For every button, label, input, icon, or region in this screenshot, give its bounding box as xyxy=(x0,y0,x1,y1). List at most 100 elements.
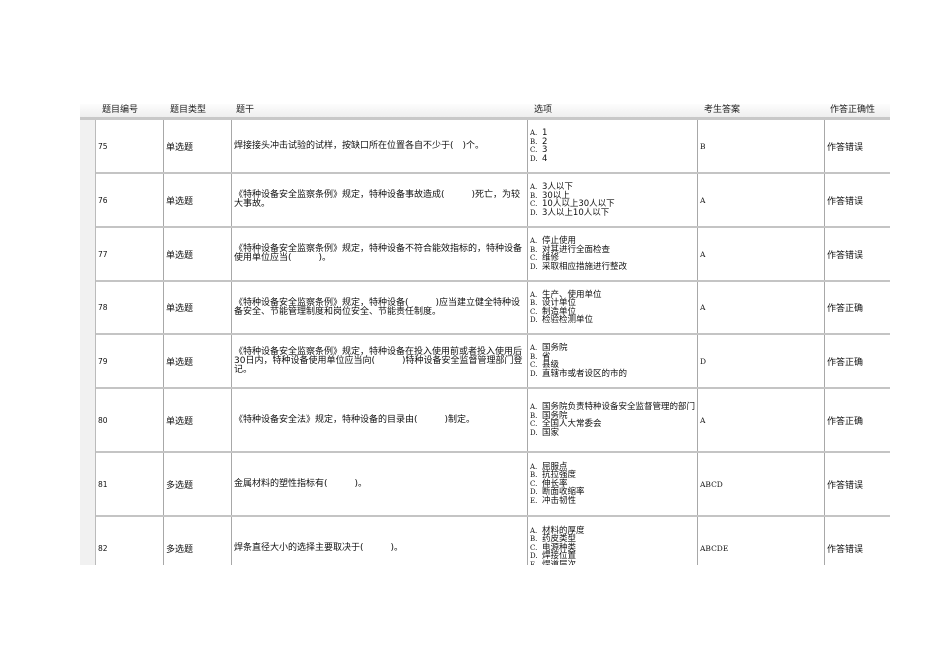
option-item: A. 屈服点 xyxy=(530,463,585,472)
table-header: 题目编号 题目类型 题干 选项 考生答案 作答正确性 xyxy=(80,104,890,120)
table-row: 82 多选题 焊条直径大小的选择主要取决于( )。 A. 材料的厚度 B. 药皮类型 C. 电源… xyxy=(96,517,890,565)
option-text: 国务院 xyxy=(542,343,568,353)
table-row: 76 单选题 《特种设备安全监察条例》规定，特种设备事故造成( )死亡，为较大事故。… xyxy=(96,174,890,228)
question-type-cell-text: 多选题 xyxy=(166,544,194,555)
question-stem-text: 焊接接头冲击试验的试样，按缺口所在位置各自不少于( )个。 xyxy=(234,140,485,151)
option-text: 停止使用 xyxy=(542,236,577,246)
table-row: 75 单选题 焊接接头冲击试验的试样，按缺口所在位置各自不少于( )个。 A. 1 B. 2… xyxy=(96,120,890,174)
question-type-cell: 多选题 xyxy=(164,453,232,515)
header-question-type: 题目类型 xyxy=(170,105,207,115)
question-number-cell: 81 xyxy=(96,453,164,515)
option-text: 3 xyxy=(542,145,548,155)
correctness-cell-text: 作答错误 xyxy=(827,142,864,153)
option-text: 3人以下 xyxy=(542,182,573,192)
options-list: A. 国务院负责特种设备安全监督管理的部门 B. 国务院 C. 全国人大常委会 D. 国家 xyxy=(530,403,695,437)
correctness-cell: 作答错误 xyxy=(825,174,890,226)
options-list: A. 3人以下 B. 30以上 C. 10人以上30人以下 D. 3人以上10人以下 xyxy=(530,183,615,217)
option-text: 制造单位 xyxy=(542,306,577,317)
option-letter: A. xyxy=(530,237,538,245)
option-text: 生产、使用单位 xyxy=(542,289,602,300)
correctness-cell-text: 作答正确 xyxy=(827,416,864,427)
options-cell: A. 国务院负责特种设备安全监督管理的部门 B. 国务院 C. 全国人大常委会 D. 国家 xyxy=(528,389,698,451)
option-text: 焊道层次 xyxy=(542,559,577,566)
option-item: C. 维修 xyxy=(530,254,627,263)
header-question-number: 题目编号 xyxy=(102,105,139,115)
option-item: B. 国务院 xyxy=(530,411,695,421)
option-letter: E. xyxy=(530,496,538,505)
option-text: 焊接位置 xyxy=(542,551,577,562)
question-type-cell: 单选题 xyxy=(164,228,232,280)
question-type-cell-text: 单选题 xyxy=(166,196,194,207)
question-stem-text: 《特种设备安全监察条例》规定，特种设备( )应当建立健全特种设备安全、节能管理制… xyxy=(234,297,521,317)
option-letter: A. xyxy=(530,290,538,299)
option-item: C. 县级 xyxy=(530,361,627,370)
option-item: A. 材料的厚度 xyxy=(530,527,585,536)
header-question-stem: 题干 xyxy=(236,105,255,115)
question-stem-text: 《特种设备安全监察条例》规定，特种设备不符合能效指标的，特种设备使用单位应当( … xyxy=(234,244,523,263)
option-item: D. 采取相应措施进行整改 xyxy=(530,262,627,272)
question-type-cell: 单选题 xyxy=(164,174,232,226)
option-text: 检验检测单位 xyxy=(542,315,594,325)
correctness-cell-text: 作答错误 xyxy=(827,196,864,207)
option-item: D. 国家 xyxy=(530,427,695,438)
option-item: B. 30以上 xyxy=(530,191,615,201)
question-stem-text: 《特种设备安全监察条例》规定，特种设备在投入使用前或者投入使用后30日内，特种设… xyxy=(234,346,523,375)
question-number-cell: 78 xyxy=(96,282,164,333)
correctness-cell: 作答错误 xyxy=(825,453,890,515)
option-text: 材料的厚度 xyxy=(542,525,585,536)
option-letter: A. xyxy=(530,526,538,535)
correctness-cell: 作答正确 xyxy=(825,282,890,333)
question-stem-text: 《特种设备安全监察条例》规定，特种设备事故造成( )死亡，为较大事故。 xyxy=(234,190,521,209)
question-type-cell-text: 单选题 xyxy=(166,250,194,261)
candidate-answer-cell-text: B xyxy=(700,141,706,151)
option-text: 全国人大常委会 xyxy=(542,419,602,429)
option-item: C. 10人以上30人以下 xyxy=(530,200,615,209)
question-number-cell-text: 82 xyxy=(98,543,108,553)
option-text: 2 xyxy=(542,136,548,147)
correctness-cell-text: 作答错误 xyxy=(827,544,864,555)
candidate-answer-cell: A xyxy=(698,228,825,280)
option-text: 1 xyxy=(542,128,548,138)
correctness-cell: 作答错误 xyxy=(825,517,890,565)
question-type-cell: 单选题 xyxy=(164,282,232,333)
options-cell: A. 国务院 B. 省 C. 县级 D. 直辖市或者设区的市的 xyxy=(528,335,698,387)
option-letter: B. xyxy=(530,352,538,361)
option-item: B. 对其进行全面检查 xyxy=(530,245,627,255)
options-cell: A. 材料的厚度 B. 药皮类型 C. 电源种类 D. 焊接位置 E. 焊道层次 xyxy=(528,517,698,565)
option-letter: B. xyxy=(530,535,538,544)
question-stem-cell: 《特种设备安全监察条例》规定，特种设备在投入使用前或者投入使用后30日内，特种设… xyxy=(232,335,528,387)
option-text: 直辖市或者设区的市的 xyxy=(542,368,628,379)
option-letter: C. xyxy=(530,543,538,552)
question-number-cell: 77 xyxy=(96,228,164,280)
option-letter: A. xyxy=(530,344,538,352)
question-number-cell: 80 xyxy=(96,389,164,451)
option-text: 国家 xyxy=(542,427,560,438)
candidate-answer-cell-text: ABCDE xyxy=(700,543,729,553)
option-letter: D. xyxy=(530,552,538,561)
correctness-cell: 作答正确 xyxy=(825,335,890,387)
option-letter: A. xyxy=(530,129,538,137)
question-number-cell-text: 79 xyxy=(98,356,108,366)
option-letter: D. xyxy=(530,428,538,437)
option-item: D. 4 xyxy=(530,154,547,164)
option-item: D. 断面收缩率 xyxy=(530,488,585,497)
option-letter: B. xyxy=(530,471,538,480)
question-type-cell-text: 多选题 xyxy=(166,480,194,491)
candidate-answer-cell: ABCD xyxy=(698,453,825,515)
option-letter: A. xyxy=(530,183,538,191)
candidate-answer-cell-text: A xyxy=(700,415,706,425)
option-text: 省 xyxy=(542,351,551,362)
option-item: D. 直辖市或者设区的市的 xyxy=(530,368,628,379)
option-letter: D. xyxy=(530,262,538,271)
question-type-cell-text: 单选题 xyxy=(166,357,194,368)
option-item: C. 全国人大常委会 xyxy=(530,420,695,429)
options-cell: A. 停止使用 B. 对其进行全面检查 C. 维修 D. 采取相应措施进行整改 xyxy=(528,228,698,280)
question-type-cell: 多选题 xyxy=(164,517,232,565)
question-type-cell: 单选题 xyxy=(164,335,232,387)
correctness-cell-text: 作答正确 xyxy=(827,304,864,314)
question-stem-text: 《特种设备安全法》规定，特种设备的目录由( )制定。 xyxy=(234,414,476,425)
option-text: 电源种类 xyxy=(542,542,577,553)
question-stem-cell: 《特种设备安全法》规定，特种设备的目录由( )制定。 xyxy=(232,389,528,451)
candidate-answer-cell: A xyxy=(698,389,825,451)
correctness-cell: 作答错误 xyxy=(825,228,890,280)
